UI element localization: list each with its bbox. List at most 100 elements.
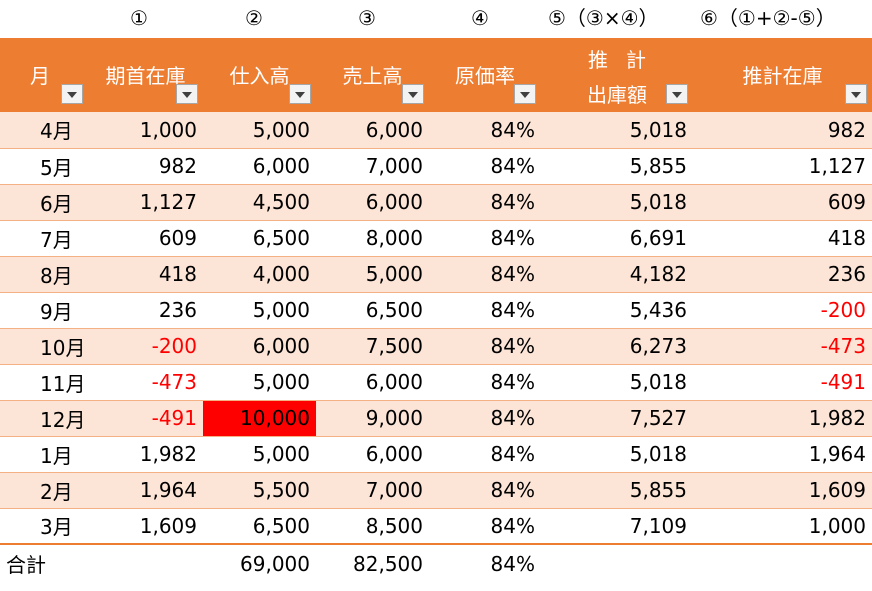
cell-opening[interactable]: 1,982 (88, 436, 203, 473)
cell-ratio[interactable]: 84% (429, 148, 541, 185)
filter-dropdown-icon[interactable] (289, 84, 311, 104)
cell-opening[interactable]: -200 (88, 328, 203, 365)
cell-stock[interactable]: 1,000 (693, 508, 872, 545)
cell-shipment[interactable]: 5,855 (541, 472, 693, 509)
cell-shipment[interactable]: 7,109 (541, 508, 693, 545)
cell-opening[interactable]: 1,964 (88, 472, 203, 509)
cell-sales[interactable]: 6,000 (316, 436, 429, 473)
cell-sales[interactable]: 7,000 (316, 148, 429, 185)
cell-stock[interactable]: 1,982 (693, 400, 872, 437)
cell-sales[interactable]: 7,500 (316, 328, 429, 365)
cell-stock[interactable]: 1,127 (693, 148, 872, 185)
cell-ratio[interactable]: 84% (429, 256, 541, 293)
cell-opening[interactable]: 418 (88, 256, 203, 293)
cell-opening[interactable]: -491 (88, 400, 203, 437)
cell-sales[interactable]: 6,000 (316, 184, 429, 221)
cell-month[interactable]: 5月 (0, 148, 88, 185)
cell-stock[interactable]: 982 (693, 112, 872, 149)
cell-shipment[interactable]: 5,436 (541, 292, 693, 329)
cell-purchases[interactable]: 5,000 (203, 436, 316, 473)
cell-purchases[interactable]: 6,000 (203, 148, 316, 185)
cell-purchases[interactable]: 6,000 (203, 328, 316, 365)
cell-month[interactable]: 2月 (0, 472, 88, 509)
total-cell-ratio[interactable]: 84% (429, 543, 541, 582)
cell-purchases[interactable]: 5,000 (203, 112, 316, 149)
cell-month[interactable]: 10月 (0, 328, 88, 365)
cell-purchases[interactable]: 10,000 (203, 400, 316, 437)
cell-month[interactable]: 7月 (0, 220, 88, 257)
total-cell-opening[interactable] (88, 543, 203, 582)
filter-dropdown-icon[interactable] (514, 84, 536, 104)
total-label[interactable]: 合計 (0, 543, 88, 582)
cell-shipment[interactable]: 5,855 (541, 148, 693, 185)
filter-dropdown-icon[interactable] (176, 84, 198, 104)
cell-sales[interactable]: 6,000 (316, 364, 429, 401)
cell-sales[interactable]: 8,500 (316, 508, 429, 545)
cell-sales[interactable]: 5,000 (316, 256, 429, 293)
cell-opening[interactable]: 609 (88, 220, 203, 257)
total-cell-stock[interactable] (693, 543, 872, 582)
cell-ratio[interactable]: 84% (429, 292, 541, 329)
cell-purchases[interactable]: 4,000 (203, 256, 316, 293)
cell-ratio[interactable]: 84% (429, 364, 541, 401)
cell-purchases[interactable]: 5,500 (203, 472, 316, 509)
cell-ratio[interactable]: 84% (429, 436, 541, 473)
cell-shipment[interactable]: 5,018 (541, 436, 693, 473)
cell-sales[interactable]: 8,000 (316, 220, 429, 257)
cell-stock[interactable]: 418 (693, 220, 872, 257)
cell-shipment[interactable]: 4,182 (541, 256, 693, 293)
cell-opening[interactable]: 982 (88, 148, 203, 185)
cell-ratio[interactable]: 84% (429, 400, 541, 437)
cell-sales[interactable]: 9,000 (316, 400, 429, 437)
cell-stock[interactable]: -200 (693, 292, 872, 329)
cell-sales[interactable]: 7,000 (316, 472, 429, 509)
cell-stock[interactable]: -473 (693, 328, 872, 365)
cell-month[interactable]: 11月 (0, 364, 88, 401)
cell-month[interactable]: 1月 (0, 436, 88, 473)
cell-stock[interactable]: 236 (693, 256, 872, 293)
filter-dropdown-icon[interactable] (61, 84, 83, 104)
total-cell-shipment[interactable] (541, 543, 693, 582)
cell-month[interactable]: 12月 (0, 400, 88, 437)
cell-purchases[interactable]: 5,000 (203, 292, 316, 329)
cell-purchases[interactable]: 6,500 (203, 220, 316, 257)
cell-month[interactable]: 6月 (0, 184, 88, 221)
cell-shipment[interactable]: 5,018 (541, 112, 693, 149)
table-body: 4月 1,000 5,000 6,000 84% 5,018 982 5月 982 6,000 7,… (0, 112, 872, 582)
cell-shipment[interactable]: 5,018 (541, 184, 693, 221)
cell-month[interactable]: 3月 (0, 508, 88, 545)
total-cell-purchases[interactable]: 69,000 (203, 543, 316, 582)
cell-stock[interactable]: 1,964 (693, 436, 872, 473)
cell-month[interactable]: 8月 (0, 256, 88, 293)
cell-ratio[interactable]: 84% (429, 508, 541, 545)
cell-month[interactable]: 4月 (0, 112, 88, 149)
filter-dropdown-icon[interactable] (845, 84, 867, 104)
cell-purchases[interactable]: 4,500 (203, 184, 316, 221)
cell-opening[interactable]: 1,609 (88, 508, 203, 545)
cell-sales[interactable]: 6,000 (316, 112, 429, 149)
header-purchases: 仕入高 (203, 38, 316, 112)
cell-opening[interactable]: 236 (88, 292, 203, 329)
cell-shipment[interactable]: 7,527 (541, 400, 693, 437)
cell-stock[interactable]: -491 (693, 364, 872, 401)
cell-opening[interactable]: 1,000 (88, 112, 203, 149)
cell-ratio[interactable]: 84% (429, 472, 541, 509)
cell-opening[interactable]: 1,127 (88, 184, 203, 221)
cell-shipment[interactable]: 6,273 (541, 328, 693, 365)
cell-stock[interactable]: 609 (693, 184, 872, 221)
cell-purchases[interactable]: 6,500 (203, 508, 316, 545)
filter-dropdown-icon[interactable] (666, 84, 688, 104)
cell-ratio[interactable]: 84% (429, 112, 541, 149)
cell-stock[interactable]: 1,609 (693, 472, 872, 509)
total-cell-sales[interactable]: 82,500 (316, 543, 429, 582)
cell-shipment[interactable]: 5,018 (541, 364, 693, 401)
filter-dropdown-icon[interactable] (402, 84, 424, 104)
cell-month[interactable]: 9月 (0, 292, 88, 329)
cell-sales[interactable]: 6,500 (316, 292, 429, 329)
cell-ratio[interactable]: 84% (429, 184, 541, 221)
cell-shipment[interactable]: 6,691 (541, 220, 693, 257)
cell-ratio[interactable]: 84% (429, 220, 541, 257)
cell-purchases[interactable]: 5,000 (203, 364, 316, 401)
cell-opening[interactable]: -473 (88, 364, 203, 401)
cell-ratio[interactable]: 84% (429, 328, 541, 365)
